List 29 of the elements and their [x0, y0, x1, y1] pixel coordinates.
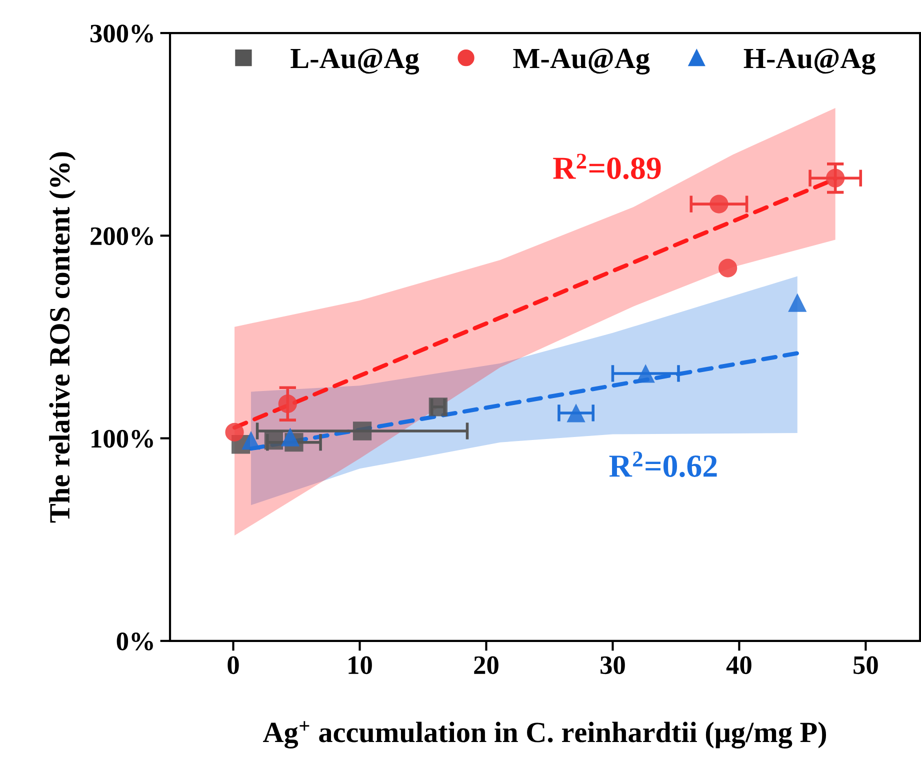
point [280, 428, 300, 446]
point [636, 364, 655, 383]
point [826, 168, 845, 188]
point [788, 293, 807, 312]
y-tick-label: 300% [90, 24, 153, 43]
y-tick-label: 200% [90, 227, 153, 246]
x-tick-label: 30 [600, 656, 625, 674]
y-tick-label: 0% [116, 632, 153, 650]
point [710, 194, 728, 214]
point [566, 404, 586, 422]
y-tick-label: 100% [92, 430, 153, 448]
y-axis-title: The relative ROS content (%) [49, 152, 76, 523]
point [242, 431, 260, 450]
x-tick-label: 50 [854, 656, 878, 674]
point [718, 258, 738, 278]
x-tick-label: 10 [348, 656, 372, 674]
legend-label: L-Au@Ag [290, 48, 420, 74]
point [352, 422, 372, 440]
annotation: R$^{2}$=0.62 [609, 452, 717, 478]
point [278, 394, 297, 414]
annotation: R$^{2}$=0.89 [553, 154, 661, 180]
x-tick-label: 20 [474, 656, 498, 674]
x-tick-label: 0 [228, 656, 239, 674]
x-tick-label: 40 [726, 656, 752, 674]
x-axis-title: Ag$^{+}$ accumulation in C. reinhardtii (μg/mg P) [263, 721, 826, 748]
point [264, 431, 284, 450]
point [225, 422, 244, 442]
legend-label: M-Au@Ag [513, 48, 650, 74]
legend-label: H-Au@Ag [744, 48, 876, 74]
